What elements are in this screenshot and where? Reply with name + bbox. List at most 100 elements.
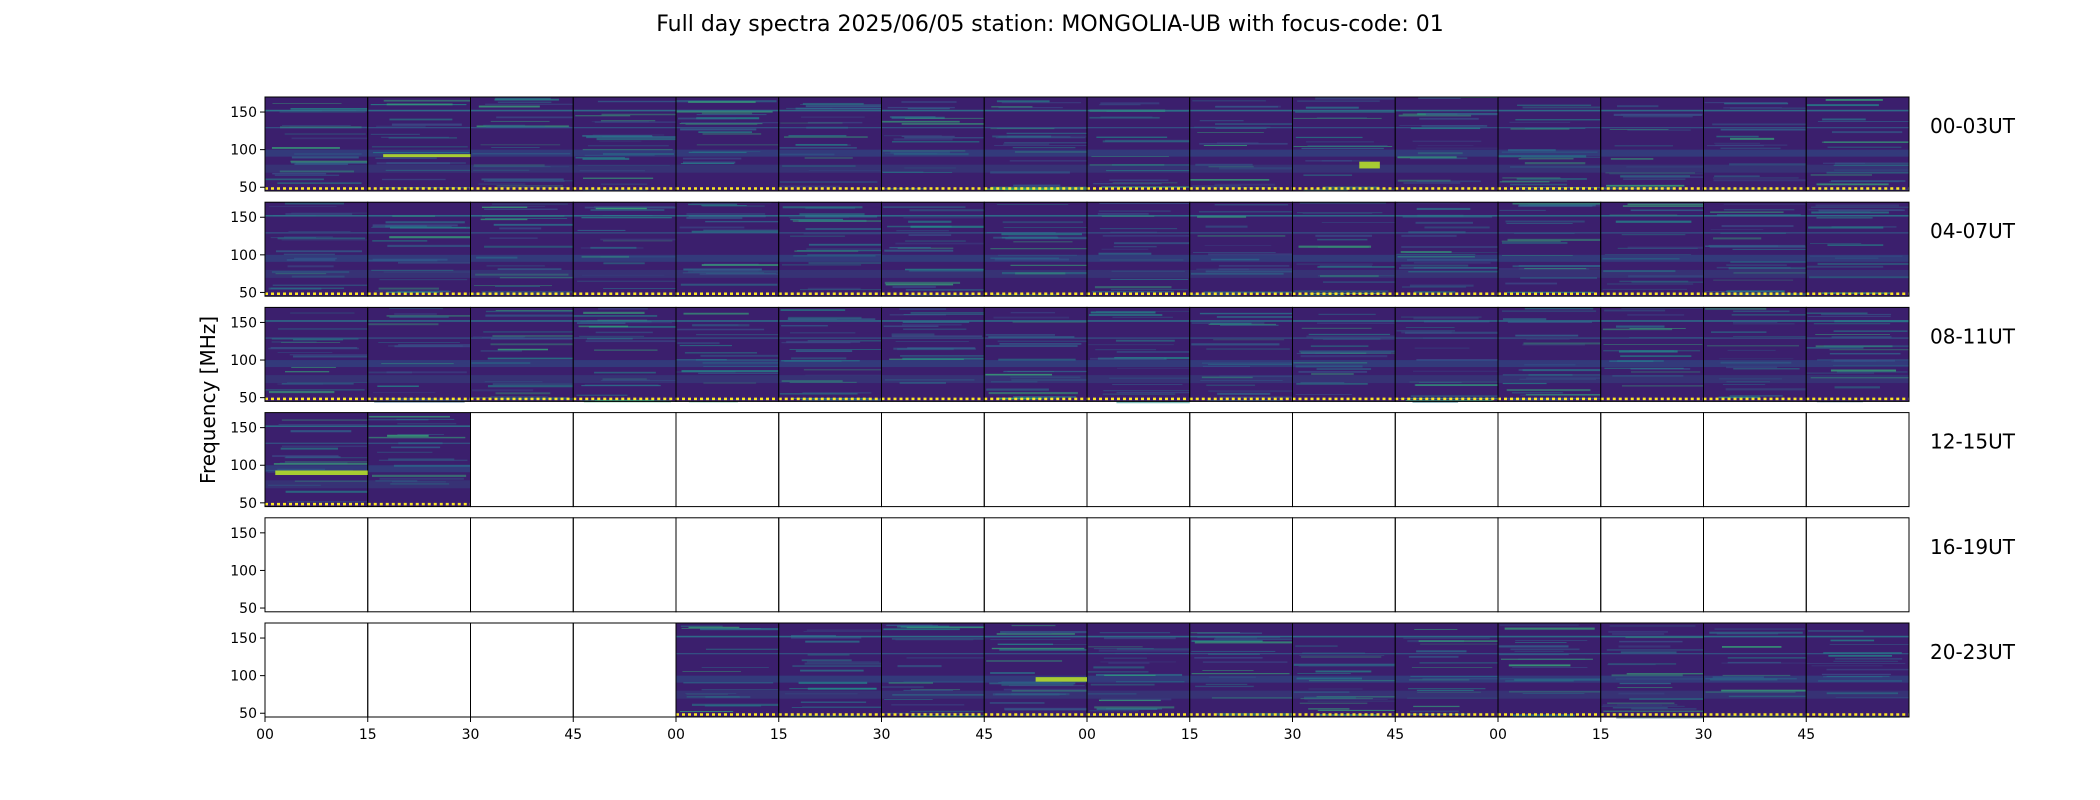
spectrum-panel [1600, 96, 1704, 192]
spectrum-panel [1086, 201, 1191, 297]
spectrum-panel [1086, 96, 1191, 192]
spectrum-panel [367, 96, 471, 192]
spectrum-panel [1600, 622, 1704, 719]
spectrum-panel [1394, 622, 1499, 718]
spectrum-panel [983, 517, 1088, 613]
y-tick-label: 50 [239, 706, 257, 722]
spectrum-panel [1394, 96, 1499, 192]
spectrum-panel [778, 412, 882, 508]
y-tick-label: 100 [230, 669, 257, 685]
spectrum-panel [470, 517, 574, 613]
x-tick-label: 45 [564, 727, 582, 743]
spectrum-panel [572, 306, 677, 403]
spectrum-panel [1805, 306, 1910, 403]
spectrum-panel [675, 306, 780, 403]
spectrum-panel [264, 306, 369, 402]
spectrum-panel [1600, 517, 1704, 613]
spectrum-panel [1497, 306, 1602, 402]
y-tick-label: 50 [239, 285, 257, 301]
spectrum-panel [675, 201, 780, 297]
panel-frame [1497, 412, 1602, 508]
y-tick-label: 50 [239, 391, 257, 407]
panel-frame [1189, 412, 1293, 508]
spectrum-panel [1292, 96, 1396, 192]
row-label: 04-07UT [1930, 219, 2016, 243]
spectrum-panel [1394, 306, 1499, 403]
bright-band [383, 154, 471, 158]
spectrum-panel [572, 96, 677, 192]
spectrum-panel [367, 306, 471, 403]
spectrum-panel [1497, 96, 1602, 192]
bright-band [1359, 161, 1380, 169]
panel-frame [1394, 517, 1499, 613]
x-tick-label: 30 [1284, 727, 1302, 743]
panel-frame [881, 412, 985, 508]
spectrum-panel [572, 622, 677, 718]
spectra-row: 50 100 150 08-11UT [230, 306, 2016, 407]
panel-frame [778, 517, 882, 613]
spectrum-panel [367, 412, 471, 508]
spectrum-panel [1497, 412, 1602, 508]
x-tick-label: 30 [1695, 727, 1713, 743]
spectrum-panel [264, 517, 369, 613]
spectrum-panel [1086, 517, 1191, 613]
panel-frame [1600, 517, 1704, 613]
y-tick-label: 50 [239, 601, 257, 617]
spectrum-panel [264, 622, 369, 718]
spectrum-panel [881, 201, 985, 297]
row-label: 08-11UT [1930, 324, 2016, 348]
panel-frame [1805, 622, 1910, 718]
spectrum-panel [778, 201, 882, 297]
spectrum-panel [1805, 96, 1910, 192]
panel-frame [1805, 201, 1910, 297]
x-tick-label: 15 [1592, 727, 1610, 743]
panel-frame [1703, 517, 1807, 613]
y-tick-label: 150 [230, 526, 257, 542]
spectrum-panel [1189, 96, 1293, 192]
y-tick-label: 50 [239, 496, 257, 512]
spectrum-panel [983, 412, 1088, 508]
spectrum-panel [1086, 622, 1191, 718]
spectrum-panel [675, 517, 780, 613]
spectrum-panel [1189, 306, 1293, 402]
panel-frame [675, 517, 780, 613]
spectra-row: 50 100 150 20-23UT [230, 622, 2016, 722]
panel-frame [572, 412, 677, 508]
spectrum-panel [572, 201, 677, 297]
bright-band [1035, 677, 1087, 682]
spectrum-panel [1394, 517, 1499, 613]
x-tick-label: 00 [256, 727, 274, 743]
panel-frame [1189, 517, 1293, 613]
spectrum-panel [675, 622, 780, 718]
spectrum-panel [1497, 201, 1602, 297]
bright-band [275, 470, 368, 476]
y-tick-label: 150 [230, 210, 257, 226]
spectrum-panel [1703, 201, 1807, 297]
spectrum-panel [367, 201, 471, 297]
panel-frame [881, 517, 985, 613]
panel-frame [1394, 412, 1499, 508]
spectra-row: 50 100 150 04-07UT [230, 201, 2016, 301]
spectrum-panel [1703, 622, 1807, 718]
x-tick-label: 15 [359, 727, 377, 743]
panel-frame [572, 517, 677, 613]
spectrum-panel [264, 412, 369, 508]
spectrum-panel [778, 517, 882, 613]
spectrum-panel [1600, 306, 1704, 402]
spectra-row: 50 100 150 16-19UT [230, 517, 2016, 617]
panel-frame [778, 412, 882, 508]
spectrum-panel [983, 622, 1088, 718]
spectrum-panel [1703, 517, 1807, 613]
spectrum-panel [1086, 412, 1191, 508]
spectrum-panel [1189, 412, 1293, 508]
spectrum-panel [1805, 517, 1910, 613]
spectrum-panel [1600, 412, 1704, 508]
x-tick-label: 15 [770, 727, 788, 743]
panel-frame [1086, 412, 1191, 508]
chart-title: Full day spectra 2025/06/05 station: MON… [656, 12, 1444, 37]
x-tick-label: 00 [1489, 727, 1507, 743]
spectrum-panel [470, 306, 574, 402]
y-tick-label: 150 [230, 315, 257, 331]
spectrum-panel [1189, 201, 1293, 297]
